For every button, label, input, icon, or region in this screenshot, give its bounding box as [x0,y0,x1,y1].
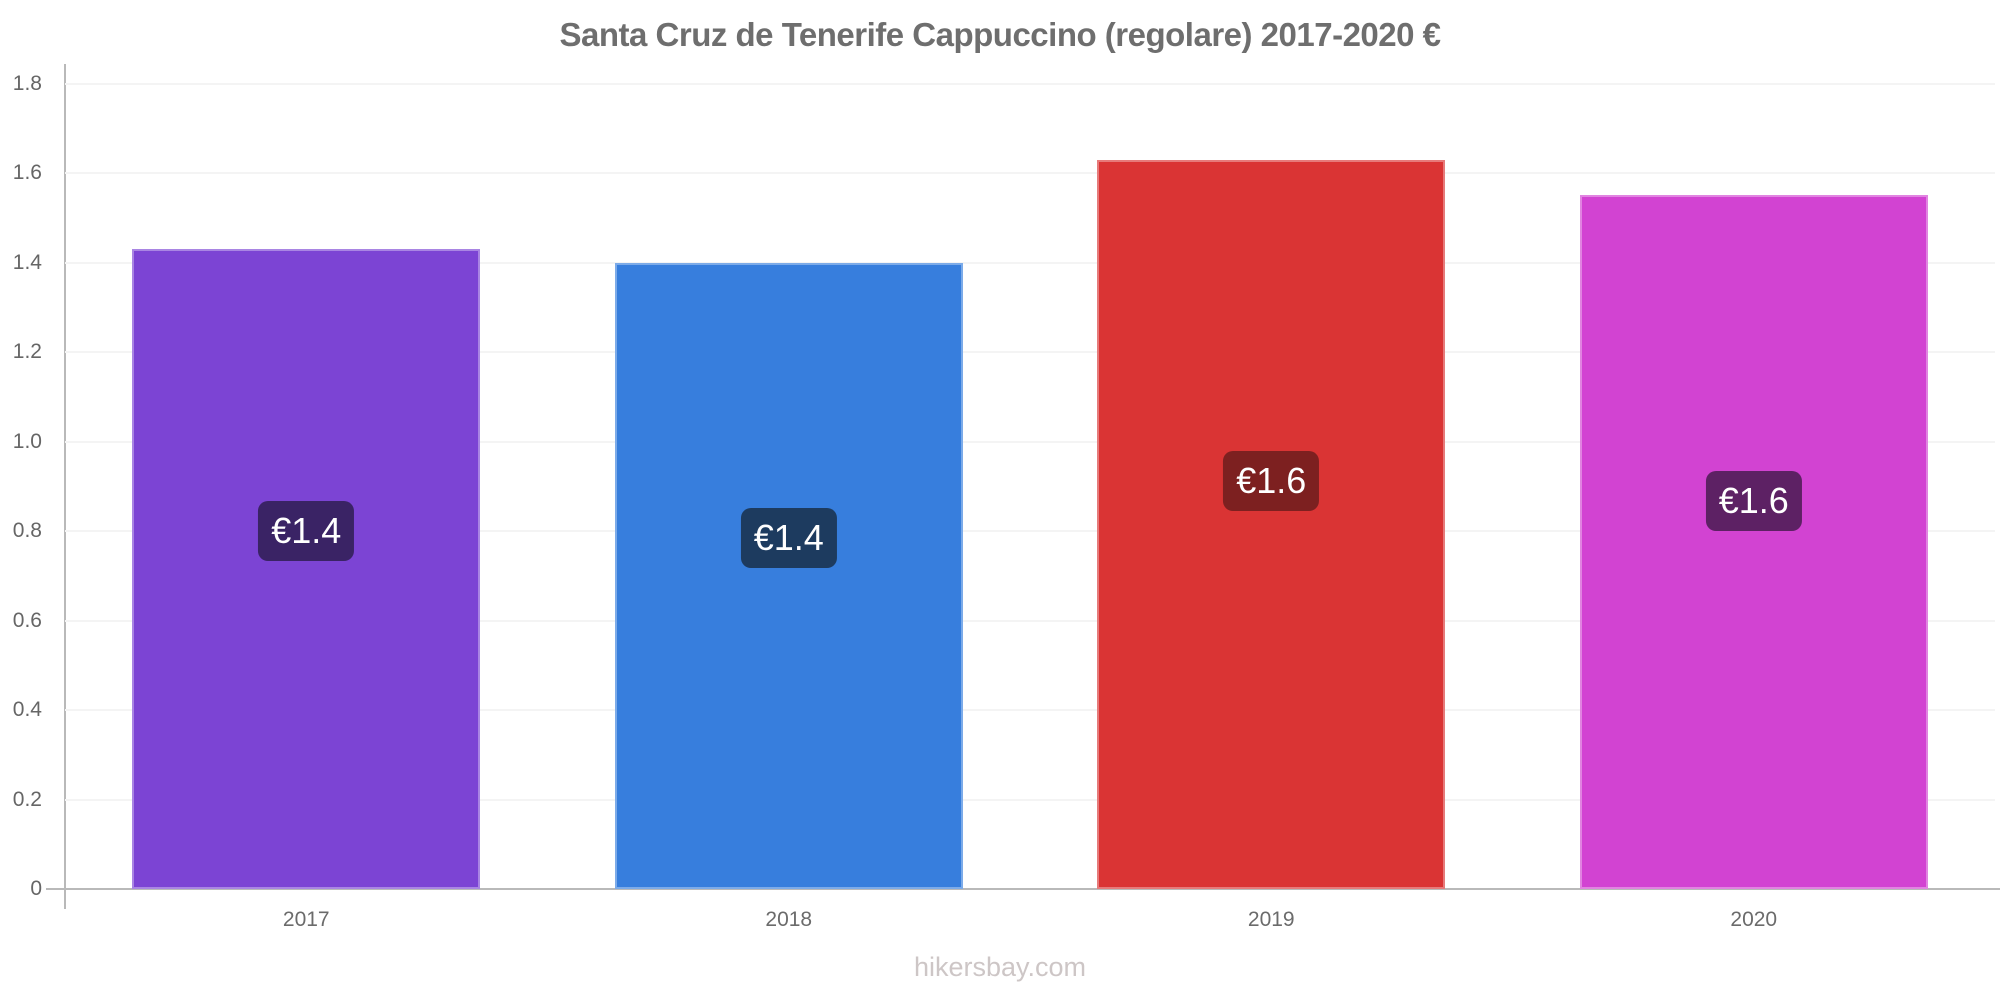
y-axis-tick-label: 1.6 [12,161,42,184]
y-axis-tick-label: 0.2 [12,787,42,811]
gridline [65,82,1995,85]
gridline [65,172,1995,174]
x-axis-label-2017: 2017 [282,908,330,931]
gridline [65,530,1995,532]
bar-2019[interactable] [1097,159,1446,889]
x-axis-label-2018: 2018 [765,908,813,931]
y-axis-tick-label: 0.8 [12,519,42,542]
value-badge-2018: €1.4 [740,508,837,569]
y-axis-tick-label: 0.6 [12,608,42,632]
x-axis-line [46,888,2000,890]
y-axis-tick-label: 1.0 [12,429,42,453]
gridline [65,351,1995,353]
bar-2020[interactable] [1579,195,1928,889]
bar-2017[interactable] [132,249,481,889]
y-axis-tick-label: 0 [30,877,42,900]
x-axis-label-2020: 2020 [1730,908,1778,931]
y-axis-line [64,64,66,909]
x-axis-label-2019: 2019 [1247,908,1295,931]
watermark-hikersbay: hikersbay.com [913,952,1087,982]
value-badge-2020: €1.6 [1705,470,1802,531]
value-badge-2017: €1.4 [258,500,355,561]
y-axis-tick-label: 1.2 [12,340,42,363]
y-axis-tick-label: 1.8 [12,71,42,95]
y-axis-tick-label: 1.4 [12,250,42,274]
gridline [65,440,1995,443]
gridline [65,261,1995,264]
gridline [65,619,1995,622]
gridline [65,798,1995,801]
value-badge-2019: €1.6 [1223,450,1320,511]
y-axis-tick-label: 0.4 [12,698,42,721]
chart-title: Santa Cruz de Tenerife Cappuccino (regol… [559,16,1441,53]
bar-2018[interactable] [614,262,963,889]
gridline [65,709,1995,711]
